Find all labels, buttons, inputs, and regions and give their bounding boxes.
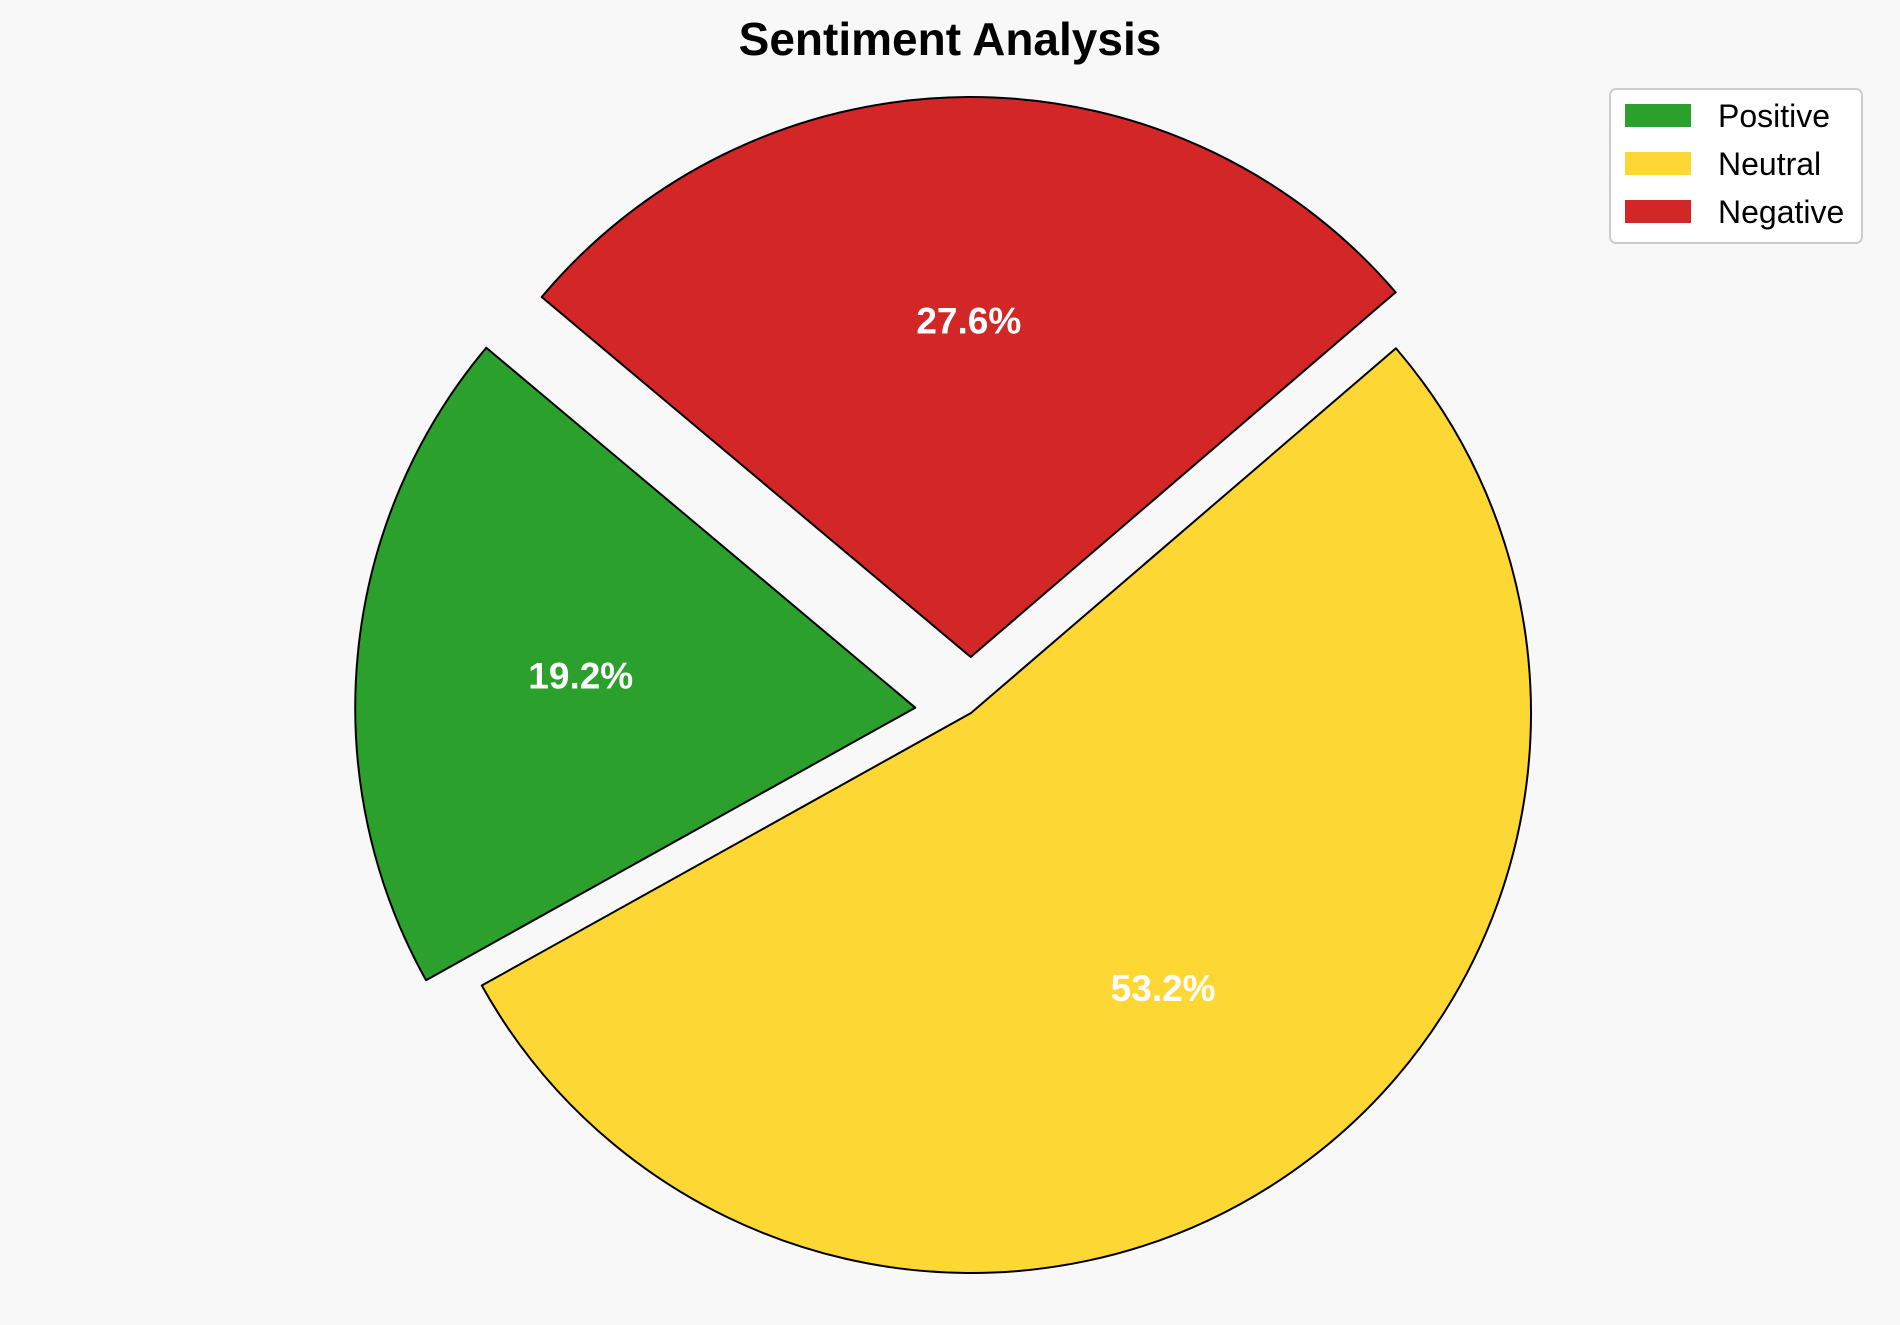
legend-swatch-positive <box>1625 104 1691 127</box>
pie-slice-positive <box>354 346 917 982</box>
legend: Positive Neutral Negative <box>1609 88 1863 244</box>
pie-slices <box>354 96 1532 1274</box>
legend-label-negative: Negative <box>1718 194 1844 230</box>
slice-label-negative: 27.6% <box>916 301 1021 342</box>
pie-slice-neutral <box>480 347 1532 1274</box>
legend-items: Positive Neutral Negative <box>1625 98 1844 230</box>
slice-label-positive: 19.2% <box>528 655 633 696</box>
legend-swatch-neutral <box>1625 152 1691 175</box>
pie-slice-labels: 19.2% 53.2% 27.6% <box>528 301 1215 1010</box>
legend-label-positive: Positive <box>1718 98 1830 134</box>
legend-swatch-negative <box>1625 200 1691 223</box>
pie-slice-negative <box>540 96 1397 659</box>
legend-label-neutral: Neutral <box>1718 146 1821 182</box>
slice-label-neutral: 53.2% <box>1111 968 1216 1009</box>
chart-title: Sentiment Analysis <box>739 13 1162 65</box>
